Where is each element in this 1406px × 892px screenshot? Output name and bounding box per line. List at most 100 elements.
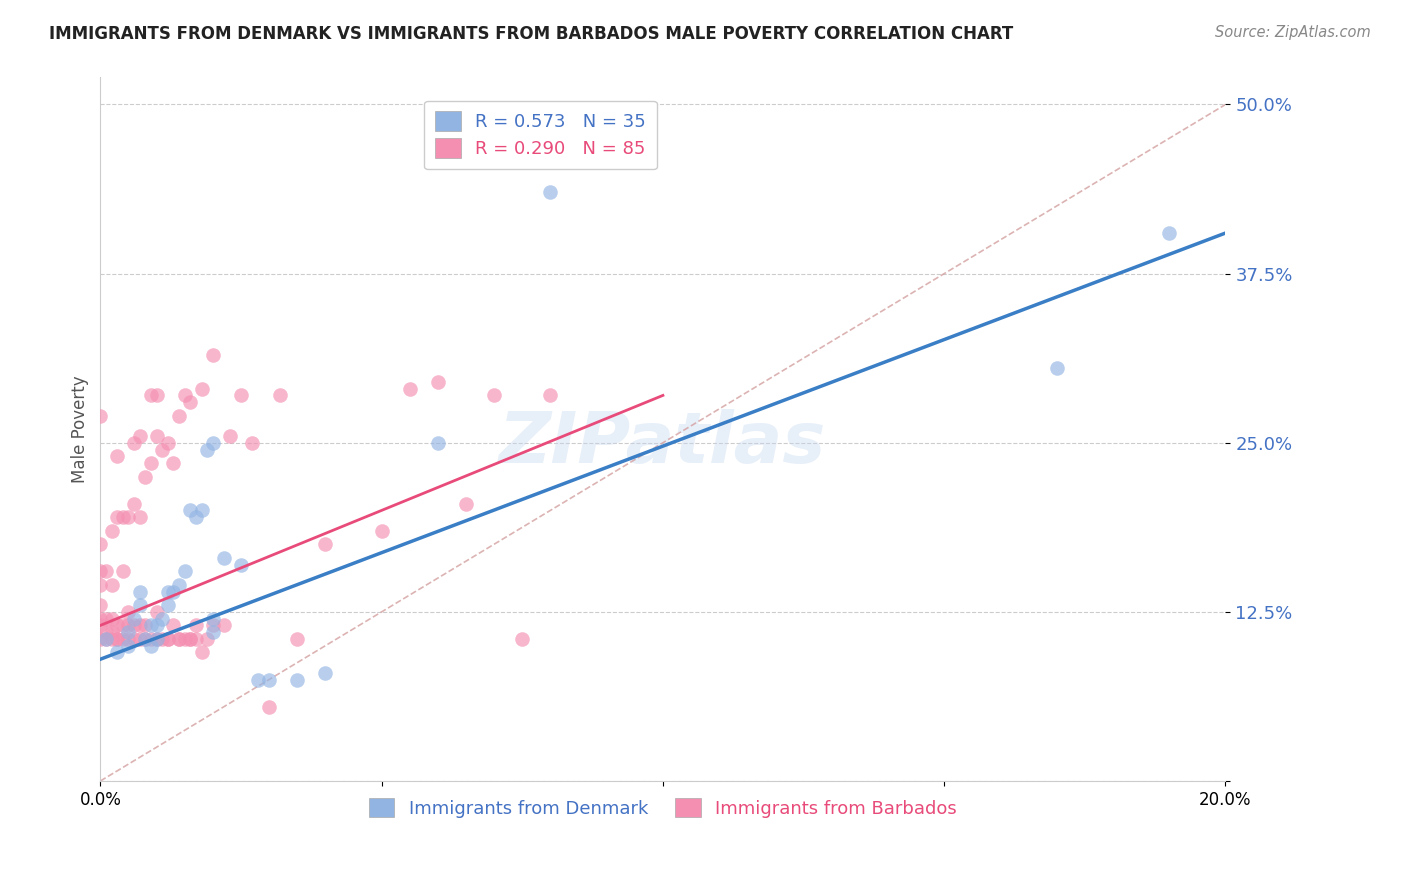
Point: [162, 618, 184, 632]
Point: [179, 503, 201, 517]
Point: [94, 625, 117, 640]
Point: [122, 618, 145, 632]
Point: [156, 584, 179, 599]
Point: [167, 409, 190, 423]
Point: [156, 435, 179, 450]
Point: [89, 612, 111, 626]
Point: [145, 605, 167, 619]
Point: [134, 632, 156, 646]
Point: [229, 558, 252, 572]
Point: [89, 564, 111, 578]
Point: [117, 605, 139, 619]
Point: [89, 537, 111, 551]
Point: [94, 632, 117, 646]
Point: [89, 618, 111, 632]
Point: [201, 618, 224, 632]
Point: [122, 632, 145, 646]
Point: [145, 632, 167, 646]
Point: [122, 435, 145, 450]
Point: [426, 435, 449, 450]
Point: [314, 665, 336, 680]
Point: [184, 632, 207, 646]
Point: [89, 409, 111, 423]
Point: [139, 388, 162, 402]
Point: [122, 612, 145, 626]
Point: [212, 550, 235, 565]
Point: [201, 612, 224, 626]
Point: [314, 537, 336, 551]
Point: [134, 618, 156, 632]
Point: [111, 564, 134, 578]
Point: [117, 618, 139, 632]
Point: [139, 632, 162, 646]
Point: [150, 632, 173, 646]
Point: [190, 645, 212, 659]
Point: [145, 618, 167, 632]
Point: [111, 510, 134, 524]
Text: ZIPatlas: ZIPatlas: [499, 409, 827, 478]
Point: [111, 632, 134, 646]
Point: [510, 632, 533, 646]
Point: [89, 598, 111, 612]
Point: [1046, 361, 1069, 376]
Point: [111, 618, 134, 632]
Point: [257, 673, 280, 687]
Point: [100, 612, 122, 626]
Point: [162, 584, 184, 599]
Point: [201, 348, 224, 362]
Point: [156, 632, 179, 646]
Point: [538, 388, 561, 402]
Point: [145, 388, 167, 402]
Point: [105, 450, 128, 464]
Point: [173, 564, 195, 578]
Point: [201, 625, 224, 640]
Point: [105, 632, 128, 646]
Point: [117, 510, 139, 524]
Point: [190, 503, 212, 517]
Point: [201, 435, 224, 450]
Point: [105, 645, 128, 659]
Point: [128, 584, 150, 599]
Point: [122, 497, 145, 511]
Point: [173, 632, 195, 646]
Point: [89, 578, 111, 592]
Point: [105, 618, 128, 632]
Point: [105, 510, 128, 524]
Point: [179, 632, 201, 646]
Point: [184, 618, 207, 632]
Point: [156, 632, 179, 646]
Point: [179, 632, 201, 646]
Point: [370, 524, 392, 538]
Point: [94, 632, 117, 646]
Point: [117, 632, 139, 646]
Point: [128, 618, 150, 632]
Point: [100, 578, 122, 592]
Point: [167, 632, 190, 646]
Point: [94, 612, 117, 626]
Point: [117, 639, 139, 653]
Point: [285, 673, 308, 687]
Point: [240, 435, 263, 450]
Point: [179, 395, 201, 409]
Point: [89, 632, 111, 646]
Point: [105, 632, 128, 646]
Point: [195, 442, 218, 457]
Point: [167, 632, 190, 646]
Point: [229, 388, 252, 402]
Point: [173, 388, 195, 402]
Point: [454, 497, 477, 511]
Point: [195, 632, 218, 646]
Point: [100, 632, 122, 646]
Text: IMMIGRANTS FROM DENMARK VS IMMIGRANTS FROM BARBADOS MALE POVERTY CORRELATION CHA: IMMIGRANTS FROM DENMARK VS IMMIGRANTS FR…: [49, 25, 1014, 43]
Point: [150, 442, 173, 457]
Point: [218, 429, 240, 443]
Point: [190, 382, 212, 396]
Point: [398, 382, 420, 396]
Point: [285, 632, 308, 646]
Point: [128, 510, 150, 524]
Point: [426, 375, 449, 389]
Point: [145, 632, 167, 646]
Point: [128, 429, 150, 443]
Point: [212, 618, 235, 632]
Point: [100, 625, 122, 640]
